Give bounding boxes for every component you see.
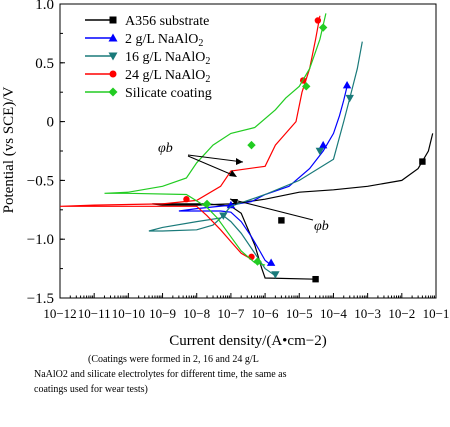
series-layer <box>59 13 434 283</box>
caption-line: NaAlO2 and silicate electrolytes for dif… <box>34 369 287 380</box>
caption-line: coatings used for wear tests) <box>34 384 148 395</box>
legend-entry: 2 g/L NaAlO2 <box>85 32 203 49</box>
data-point-marker <box>108 87 118 97</box>
x-tick-label: 10−2 <box>388 306 415 321</box>
data-point-marker <box>253 257 262 266</box>
legend-label: 2 g/L NaAlO2 <box>125 32 203 49</box>
x-tick-label: 10−4 <box>320 306 347 321</box>
arrowhead <box>236 158 243 165</box>
x-tick-label: 10−10 <box>112 306 145 321</box>
legend-entry: A356 substrate <box>85 14 209 29</box>
x-tick-label: 10−12 <box>43 306 76 321</box>
legend-entry: 24 g/L NaAlO2 <box>85 68 210 85</box>
annotation-arrow <box>229 198 314 221</box>
data-point-marker <box>278 217 285 224</box>
data-point-marker <box>108 33 118 42</box>
y-tick-label: −1.5 <box>27 291 54 307</box>
data-point-marker <box>226 200 236 209</box>
annotation-arrow <box>187 154 244 163</box>
series-16-g-l-naalo2 <box>148 41 363 279</box>
x-tick-label: 10−9 <box>149 306 176 321</box>
legend-entry: Silicate coating <box>85 86 212 101</box>
annotation-arrow <box>187 155 236 177</box>
arrowhead <box>230 199 238 205</box>
x-tick-label: 10−8 <box>183 306 210 321</box>
data-point-marker <box>314 17 322 24</box>
x-tick-label: 10−5 <box>286 306 313 321</box>
figure-caption: (Coatings were formed in 2, 16 and 24 g/… <box>34 352 448 397</box>
x-tick-label: 10−7 <box>217 306 244 321</box>
legend-label: Silicate coating <box>125 86 212 101</box>
y-tick-label: 0.5 <box>35 56 54 72</box>
legend-label: A356 substrate <box>125 14 209 29</box>
series-line <box>59 15 321 260</box>
legend-entry: 16 g/L NaAlO2 <box>85 50 210 67</box>
x-axis-label: Current density/(A•cm−2) <box>169 333 326 349</box>
data-point-marker <box>302 82 311 91</box>
data-point-marker <box>109 16 117 24</box>
y-axis-label: Potential (vs SCE)/V <box>1 87 17 214</box>
y-tick-label: 1.0 <box>35 0 54 13</box>
data-point-marker <box>271 271 280 279</box>
data-point-marker <box>312 275 319 283</box>
legend-label: 16 g/L NaAlO2 <box>125 50 210 67</box>
data-point-marker <box>318 140 328 149</box>
data-point-marker <box>315 147 325 156</box>
y-tick-label: −1.0 <box>27 232 54 248</box>
arrowhead <box>229 170 237 177</box>
x-tick-label: 10−11 <box>78 306 111 321</box>
data-point-marker <box>419 158 426 165</box>
series-line <box>104 13 327 266</box>
data-point-marker <box>219 212 228 220</box>
data-point-marker <box>202 199 212 209</box>
data-point-marker <box>345 94 354 103</box>
data-point-marker <box>342 80 352 89</box>
data-point-marker <box>109 70 117 78</box>
series-silicate-coating <box>104 13 328 266</box>
y-tick-label: −0.5 <box>27 173 54 189</box>
data-point-marker <box>318 23 328 32</box>
annotations: φb φb <box>158 141 329 234</box>
axis-ticks: 10−12 10−11 10−10 10−9 10−8 10−7 10−6 10−5 10−4 1… <box>27 0 450 321</box>
series-line <box>148 41 363 277</box>
series-2-g-l-naalo2 <box>178 80 352 266</box>
x-tick-label: 10−3 <box>354 306 381 321</box>
y-tick-label: 0 <box>47 115 55 131</box>
plot-frame <box>59 3 437 299</box>
legend-label: 24 g/L NaAlO2 <box>125 68 210 85</box>
data-point-marker <box>108 52 118 61</box>
data-point-marker <box>183 196 190 203</box>
caption-line: (Coatings were formed in 2, 16 and 24 g/… <box>88 354 259 365</box>
x-tick-label: 10−1 <box>423 306 450 321</box>
x-tick-label: 10−6 <box>252 306 279 321</box>
series-line <box>178 86 348 266</box>
data-point-marker <box>266 258 276 266</box>
annotation-label: φb <box>314 219 329 234</box>
data-point-marker <box>247 140 256 150</box>
annotation-label: φb <box>158 141 173 156</box>
